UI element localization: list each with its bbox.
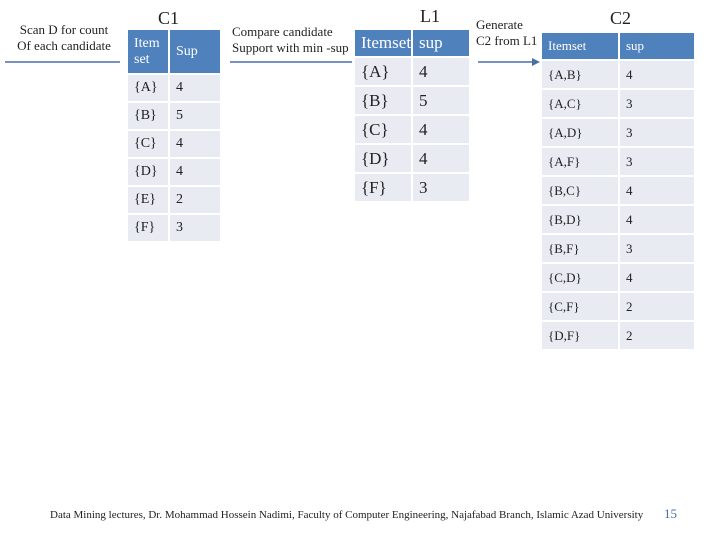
table-cell: 3: [413, 174, 472, 203]
table-title: L1: [420, 6, 440, 26]
data-table: Itemset sup {A,B} 4 {A,C} 3 {A,D} 3 {A,F} 3 {B,C} 4…: [542, 33, 696, 351]
generate-note: Generate C2 from L1: [476, 17, 537, 49]
table-cell: 4: [413, 58, 472, 87]
header-row: Item set Sup: [128, 30, 222, 75]
header-cell: Itemset: [355, 30, 414, 58]
table-row: {A} 4: [128, 75, 222, 103]
data-table: Item set Sup {A} 4 {B} 5 {C} 4 {D} 4 {E} 2 {F} 3: [128, 30, 222, 243]
note-line: Of each candidate: [17, 38, 111, 53]
note-line: Generate: [476, 17, 523, 32]
table-cell: {C}: [355, 116, 414, 145]
page-number: 15: [664, 506, 677, 521]
table-cell: {B,F}: [542, 235, 620, 264]
note-line: Compare candidate: [232, 24, 333, 39]
table-cell: 4: [620, 264, 696, 293]
table-cell: {A}: [355, 58, 414, 87]
table-row: {B} 5: [128, 103, 222, 131]
table-cell: {A}: [128, 75, 170, 103]
header-row: Itemset sup: [542, 33, 696, 61]
table-cell: {C}: [128, 131, 170, 159]
table-cell: {A,C}: [542, 90, 620, 119]
table-cell: 4: [413, 145, 472, 174]
table-cell: {F}: [128, 215, 170, 243]
table-row: {A,B} 4: [542, 61, 696, 90]
scan-note: Scan D for count Of each candidate: [14, 22, 114, 54]
table-row: {C} 4: [355, 116, 472, 145]
table-cell: 4: [170, 159, 222, 187]
header-cell: sup: [620, 33, 696, 61]
table-cell: {C,D}: [542, 264, 620, 293]
table-row: {C,F} 2: [542, 293, 696, 322]
table-title: C1: [158, 8, 180, 28]
table-row: {B} 5: [355, 87, 472, 116]
table-cell: 4: [620, 61, 696, 90]
table-cell: {C,F}: [542, 293, 620, 322]
table-row: {B,D} 4: [542, 206, 696, 235]
table-row: {D,F} 2: [542, 322, 696, 351]
table-cell: {B}: [355, 87, 414, 116]
footer-text: Data Mining lectures, Dr. Mohammad Hosse…: [50, 509, 644, 521]
table-row: {A,C} 3: [542, 90, 696, 119]
table-row: {A,D} 3: [542, 119, 696, 148]
table-cell: 3: [620, 148, 696, 177]
table-row: {C} 4: [128, 131, 222, 159]
table-cell: 2: [620, 322, 696, 351]
table-cell: {E}: [128, 187, 170, 215]
table-cell: 4: [620, 206, 696, 235]
table-cell: 3: [620, 90, 696, 119]
compare-note: Compare candidate Support with min -sup: [232, 24, 362, 56]
table-cell: 4: [413, 116, 472, 145]
table-title: C2: [610, 8, 632, 28]
table-cell: {A,D}: [542, 119, 620, 148]
table-cell: {A,B}: [542, 61, 620, 90]
table-cell: {F}: [355, 174, 414, 203]
header-cell: Item set: [128, 30, 170, 75]
table-cell: {B}: [128, 103, 170, 131]
table-cell: {B,D}: [542, 206, 620, 235]
table-row: {B,F} 3: [542, 235, 696, 264]
table-cell: {D}: [128, 159, 170, 187]
note-line: Support with min -sup: [232, 40, 349, 55]
table-row: {A,F} 3: [542, 148, 696, 177]
table-cell: 4: [620, 177, 696, 206]
table-row: {D} 4: [355, 145, 472, 174]
table-cell: {A,F}: [542, 148, 620, 177]
table-cell: 2: [170, 187, 222, 215]
table-cell: {D,F}: [542, 322, 620, 351]
table-cell: 5: [170, 103, 222, 131]
arrow-head: [532, 58, 540, 66]
table-cell: {B,C}: [542, 177, 620, 206]
note-line: Scan D for count: [19, 22, 109, 37]
table-cell: {D}: [355, 145, 414, 174]
header-row: Itemset sup: [355, 30, 472, 58]
table-cell: 3: [620, 119, 696, 148]
table-cell: 5: [413, 87, 472, 116]
table-row: {D} 4: [128, 159, 222, 187]
header-cell: Sup: [170, 30, 222, 75]
header-cell: sup: [413, 30, 472, 58]
table-cell: 3: [170, 215, 222, 243]
table-row: {E} 2: [128, 187, 222, 215]
table-row: {A} 4: [355, 58, 472, 87]
header-cell: Itemset: [542, 33, 620, 61]
table-row: {F} 3: [128, 215, 222, 243]
table-cell: 4: [170, 75, 222, 103]
data-table: Itemset sup {A} 4 {B} 5 {C} 4 {D} 4 {F} 3: [355, 30, 472, 203]
table-row: {F} 3: [355, 174, 472, 203]
table-cell: 2: [620, 293, 696, 322]
table-cell: 3: [620, 235, 696, 264]
note-line: C2 from L1: [476, 33, 538, 48]
table-row: {C,D} 4: [542, 264, 696, 293]
table-row: {B,C} 4: [542, 177, 696, 206]
table-cell: 4: [170, 131, 222, 159]
